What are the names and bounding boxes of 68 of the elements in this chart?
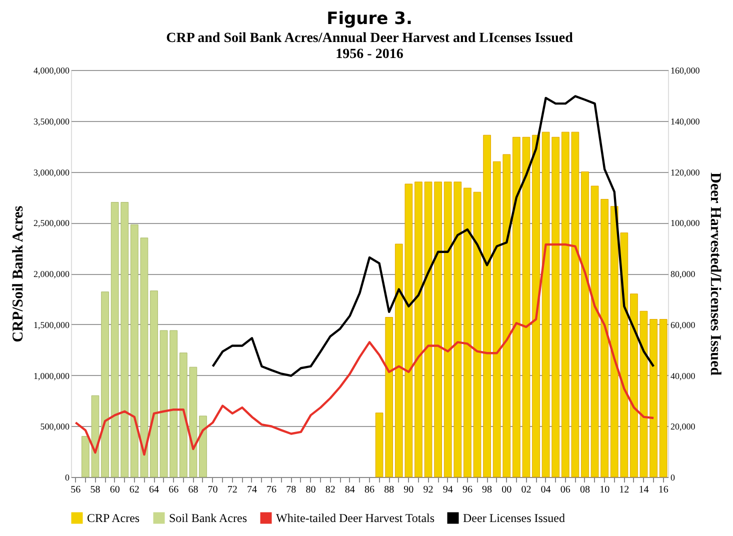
x-tick-label: 84	[344, 484, 355, 496]
bar	[414, 182, 422, 478]
x-tick-label: 06	[560, 484, 570, 496]
x-tick-label: 66	[168, 484, 179, 496]
y-tick-label: 500,000	[40, 422, 70, 432]
y-tick-label: 1,500,000	[34, 320, 70, 330]
x-tick-label: 60	[110, 484, 120, 496]
x-tick-label: 94	[442, 484, 453, 496]
x-tick-label: 88	[384, 484, 394, 496]
x-tick-label: 12	[619, 484, 630, 496]
x-tick-label: 98	[482, 484, 492, 496]
x-tick-label: 78	[286, 484, 296, 496]
x-tick-label: 56	[70, 484, 81, 496]
bar	[483, 134, 491, 478]
line-series	[74, 243, 655, 456]
y-tick-label: 2,000,000	[34, 269, 70, 279]
x-tick-label: 92	[423, 484, 434, 496]
y-tick-label: 3,500,000	[34, 116, 70, 126]
y2-tick-label: 20,000	[670, 422, 696, 432]
y2-tick-label: 40,000	[670, 370, 696, 381]
bar	[150, 290, 158, 478]
y-tick-label: 4,000,000	[34, 66, 70, 76]
bar	[532, 134, 540, 478]
x-tick-label: 74	[246, 484, 257, 496]
x-tick-label: 76	[266, 484, 277, 496]
x-tick-label: 62	[129, 484, 140, 496]
bar	[199, 416, 207, 478]
x-tick-label: 72	[227, 484, 238, 496]
x-tick-label: 00	[502, 484, 512, 496]
y2-tick-label: 120,000	[670, 167, 700, 178]
x-tick-label: 90	[404, 484, 414, 496]
x-tick-label: 80	[306, 484, 316, 496]
y2-axis-title: Deer Harvested/Licenses Issued	[706, 172, 723, 376]
x-tick-label: 96	[462, 484, 472, 496]
legend-label: Deer Licenses Issued	[463, 511, 565, 525]
x-tick-label: 68	[188, 484, 198, 496]
x-tick-label: 64	[149, 484, 160, 496]
y2-tick-label: 80,000	[670, 269, 696, 279]
y-tick-label: 3,000,000	[34, 167, 70, 178]
chart-title: Figure 3.	[326, 9, 412, 29]
y2-tick-label: 140,000	[670, 116, 700, 126]
x-tick-label: 08	[580, 484, 590, 496]
bar	[581, 172, 589, 478]
x-tick-label: 86	[364, 484, 374, 496]
bar	[101, 292, 109, 478]
chart-subtitle: CRP and Soil Bank Acres/Annual Deer Harvest and LIcenses Issued 1956 - 2016	[166, 31, 574, 62]
y-tick-label: 1,000,000	[34, 370, 70, 381]
y2-tick-label: 60,000	[670, 320, 696, 330]
legend-label: White-tailed Deer Harvest Totals	[276, 511, 435, 525]
x-tick-label: 04	[540, 484, 551, 496]
x-tick-label: 10	[600, 484, 610, 496]
x-tick-label: 58	[90, 484, 100, 496]
y-axis-title: CRP/Soil Bank Acres	[10, 206, 26, 342]
x-tick-label: 14	[638, 484, 649, 496]
y2-tick-label: 0	[670, 472, 676, 482]
legend-label: CRP Acres	[87, 511, 140, 525]
y-tick-label: 0	[65, 472, 70, 482]
x-tick-label: 02	[521, 484, 532, 496]
x-tick-label: 70	[208, 484, 218, 496]
bar	[630, 294, 638, 478]
line-series	[212, 95, 655, 377]
y-tick-label: 2,500,000	[34, 218, 70, 228]
legend-label: Soil Bank Acres	[169, 511, 248, 525]
y2-tick-label: 160,000	[670, 66, 700, 76]
y2-tick-label: 100,000	[670, 218, 700, 228]
x-tick-label: 16	[658, 484, 668, 496]
x-tick-label: 82	[325, 484, 336, 496]
bar	[659, 319, 668, 478]
